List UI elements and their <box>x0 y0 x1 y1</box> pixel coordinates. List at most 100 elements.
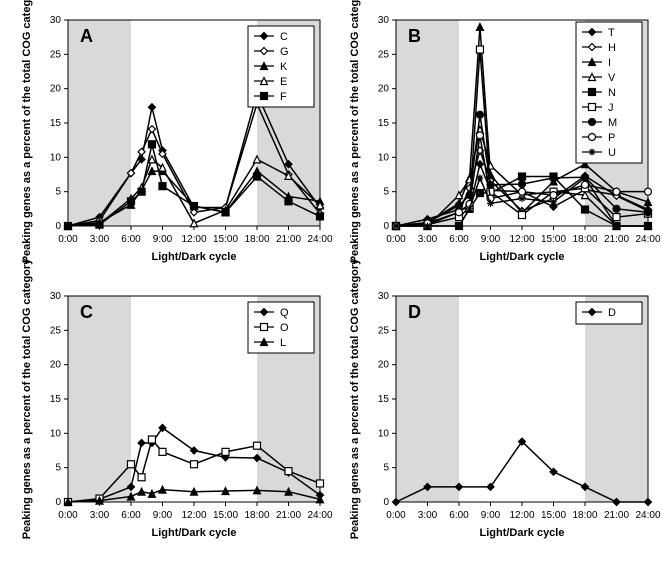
y-tick-label: 20 <box>378 84 390 95</box>
dark-shade <box>396 296 459 502</box>
y-tick-label: 15 <box>378 118 390 129</box>
y-axis-label: Peaking genes as a percent of the total … <box>21 0 33 263</box>
legend-label: L <box>280 337 286 349</box>
x-tick-label: 12:00 <box>509 234 534 245</box>
y-axis-label: Peaking genes as a percent of the total … <box>21 258 33 539</box>
x-tick-label: 3:00 <box>90 510 110 521</box>
x-tick-label: 21:00 <box>276 234 301 245</box>
legend-label: N <box>608 87 616 99</box>
y-tick-label: 5 <box>383 463 389 474</box>
legend-label: P <box>608 132 615 144</box>
panel-B: 0 5 10 15 20 25 30 0:00 3:00 6:00 9:00 12:00 15:00 18… <box>349 0 661 263</box>
x-tick-label: 21:00 <box>604 510 629 521</box>
legend-label: T <box>608 27 615 39</box>
legend-label: V <box>608 72 616 84</box>
x-tick-label: 9:00 <box>481 510 501 521</box>
legend-label: I <box>608 57 611 69</box>
legend-label: U <box>608 147 616 159</box>
y-tick-label: 25 <box>50 49 62 60</box>
x-tick-label: 12:00 <box>509 510 534 521</box>
x-tick-label: 6:00 <box>449 234 469 245</box>
panel-letter: C <box>80 302 93 322</box>
x-tick-label: 18:00 <box>572 510 597 521</box>
legend-label: H <box>608 42 616 54</box>
y-tick-label: 25 <box>50 325 62 336</box>
y-axis-label: Peaking genes as a percent of the total … <box>349 0 361 263</box>
dark-shade <box>585 296 648 502</box>
figure: 0 5 10 15 20 25 30 0:00 3:00 6:00 9:00 12:00 15:00 18… <box>0 0 662 559</box>
x-axis-label: Light/Dark cycle <box>152 527 237 539</box>
x-tick-label: 6:00 <box>121 234 141 245</box>
x-tick-label: 24:00 <box>635 510 660 521</box>
y-tick-label: 10 <box>378 152 390 163</box>
y-tick-label: 15 <box>50 118 62 129</box>
y-tick-label: 15 <box>378 394 390 405</box>
dark-shade <box>68 20 131 226</box>
y-tick-label: 10 <box>50 152 62 163</box>
panel-letter: B <box>408 26 421 46</box>
panel-C: 0510152025300:003:006:009:0012:0015:0018… <box>21 258 333 539</box>
x-tick-label: 18:00 <box>244 510 269 521</box>
panel-letter: A <box>80 26 93 46</box>
legend-label: E <box>280 76 287 88</box>
x-tick-label: 3:00 <box>418 234 438 245</box>
x-tick-label: 9:00 <box>481 234 501 245</box>
x-tick-label: 3:00 <box>418 510 438 521</box>
dark-shade <box>396 20 459 226</box>
x-tick-label: 24:00 <box>307 234 332 245</box>
y-tick-label: 20 <box>378 360 390 371</box>
x-tick-label: 9:00 <box>153 234 173 245</box>
legend-label: J <box>608 102 614 114</box>
y-tick-label: 0 <box>383 497 389 508</box>
x-tick-label: 6:00 <box>121 510 141 521</box>
y-tick-label: 5 <box>55 187 61 198</box>
y-tick-label: 30 <box>50 15 62 26</box>
x-tick-label: 18:00 <box>572 234 597 245</box>
x-tick-label: 12:00 <box>181 234 206 245</box>
x-axis-label: Light/Dark cycle <box>480 251 565 263</box>
y-tick-label: 25 <box>378 49 390 60</box>
x-tick-label: 24:00 <box>635 234 660 245</box>
panel-letter: D <box>408 302 421 322</box>
legend-label: F <box>280 91 287 103</box>
y-tick-label: 30 <box>50 291 62 302</box>
y-tick-label: 0 <box>383 221 389 232</box>
legend-label: K <box>280 61 288 73</box>
y-tick-label: 30 <box>378 291 390 302</box>
legend-label: M <box>608 117 617 129</box>
legend-label: D <box>608 307 616 319</box>
y-tick-label: 20 <box>50 360 62 371</box>
x-tick-label: 21:00 <box>604 234 629 245</box>
y-tick-label: 20 <box>50 84 62 95</box>
legend-label: G <box>280 46 289 58</box>
panel-D: 0 5 10 15 20 25 30 0:00 3:00 6:00 9:00 12:00 15:00 18… <box>349 258 661 539</box>
x-tick-label: 15:00 <box>541 510 566 521</box>
y-axis-label: Peaking genes as a percent of the total … <box>349 258 361 539</box>
x-tick-label: 15:00 <box>213 234 238 245</box>
y-tick-label: 5 <box>55 463 61 474</box>
legend-label: C <box>280 31 288 43</box>
y-tick-label: 10 <box>378 428 390 439</box>
x-tick-label: 15:00 <box>213 510 238 521</box>
y-tick-label: 10 <box>50 428 62 439</box>
y-tick-label: 0 <box>55 497 61 508</box>
x-tick-label: 15:00 <box>541 234 566 245</box>
legend-label: O <box>280 322 289 334</box>
x-tick-label: 0:00 <box>58 510 78 521</box>
x-tick-label: 24:00 <box>307 510 332 521</box>
panel-A: 0510152025300:003:006:009:0012:0015:0018… <box>21 0 333 263</box>
legend-label: Q <box>280 307 289 319</box>
x-axis-label: Light/Dark cycle <box>480 527 565 539</box>
y-tick-label: 30 <box>378 15 390 26</box>
x-axis-label: Light/Dark cycle <box>152 251 237 263</box>
y-tick-label: 0 <box>55 221 61 232</box>
y-tick-label: 5 <box>383 187 389 198</box>
x-tick-label: 0:00 <box>386 234 406 245</box>
x-tick-label: 0:00 <box>386 510 406 521</box>
x-tick-label: 6:00 <box>449 510 469 521</box>
y-tick-label: 25 <box>378 325 390 336</box>
y-tick-label: 15 <box>50 394 62 405</box>
x-tick-label: 9:00 <box>153 510 173 521</box>
x-tick-label: 3:00 <box>90 234 110 245</box>
x-tick-label: 18:00 <box>244 234 269 245</box>
